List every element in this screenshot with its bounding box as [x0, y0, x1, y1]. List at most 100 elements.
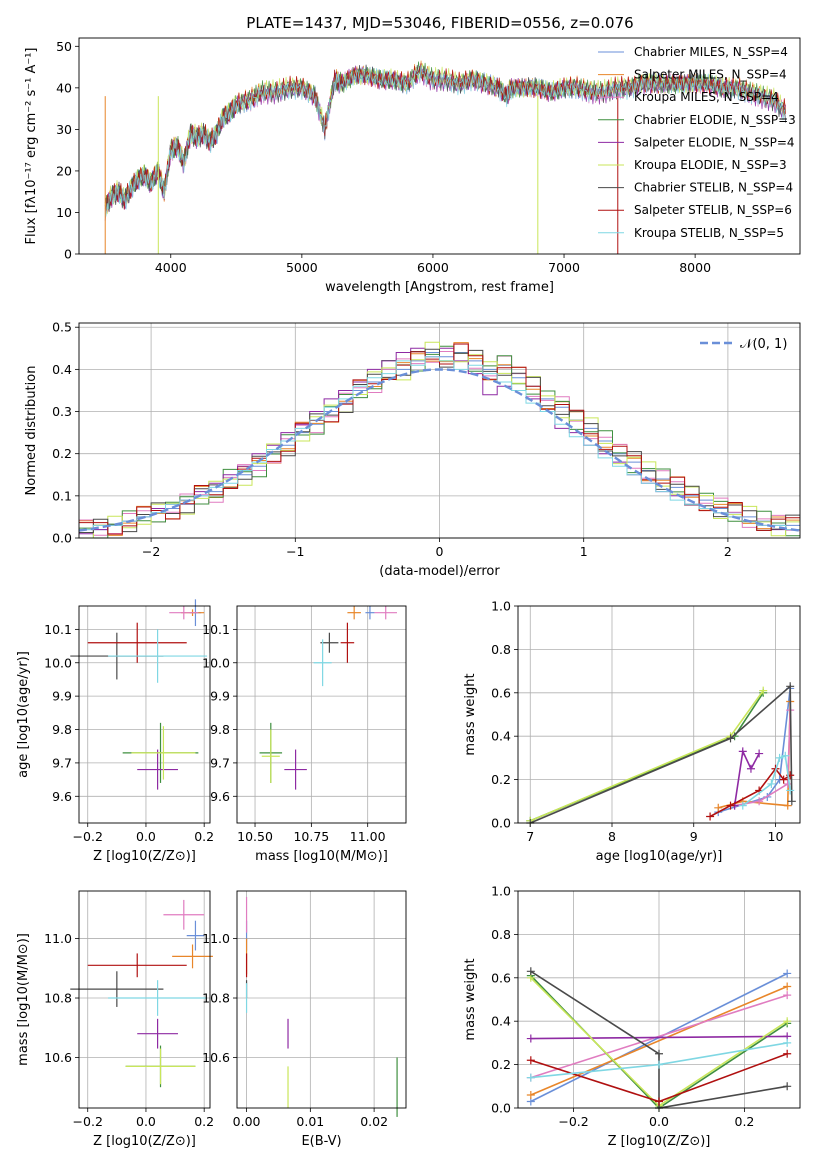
mass_vs_Z-frame — [78, 890, 211, 1109]
spectrum-legend-label: Salpeter ELODIE, N_SSP=4 — [634, 135, 795, 149]
mass_vs_ebv-x-tick-label: 0.02 — [360, 1114, 388, 1129]
age_vs_Z-x-tick-label: 0.2 — [194, 829, 214, 844]
weight_vs_age-point-marker — [726, 801, 735, 810]
weight_vs_age-point-marker — [759, 686, 768, 695]
weight_vs_age-point-marker — [781, 751, 790, 760]
mass_vs_Z-y-tick-label: 10.8 — [44, 991, 72, 1006]
weight_vs_age-plot-area — [518, 606, 800, 823]
weight_vs_Z-point-marker — [783, 1017, 792, 1026]
age_vs_mass-y-tick-label: 10.1 — [202, 622, 230, 637]
weight_vs_Z-x-tick-label: 0.2 — [735, 1114, 755, 1129]
weight_vs_Z-y-tick-label: 0.6 — [491, 970, 511, 985]
weight_vs_age-series-line — [709, 767, 791, 818]
weight_vs_Z-series-line — [530, 970, 788, 1109]
weight_vs_age-y-tick-label: 0.2 — [491, 772, 511, 787]
age_vs_mass-x-tick-label: 11.00 — [350, 829, 386, 844]
weight_vs_age-y-tick-label: 0.0 — [491, 816, 511, 831]
weight_vs_age-point-marker — [783, 779, 792, 788]
weight_vs_age-x-tick-label: 8 — [608, 829, 616, 844]
age_vs_Z-x-tick-label: 0.0 — [136, 829, 156, 844]
residuals-y-tick-label: 0.0 — [52, 531, 72, 546]
age_vs_Z-plot-area — [79, 606, 210, 823]
age_vs_mass-frame — [236, 605, 407, 824]
weight_vs_Z-point-marker — [783, 969, 792, 978]
weight_vs_age-point-marker — [706, 812, 715, 821]
weight_vs_age-y-axis-label: mass weight — [463, 673, 478, 755]
weight_vs_Z-point-marker — [783, 1049, 792, 1058]
weight_vs_Z-point-marker — [526, 1034, 535, 1043]
weight_vs_Z-series-line — [530, 985, 788, 1096]
spectrum-y-tick-label: 30 — [56, 122, 72, 137]
weight_vs_age-point-marker — [775, 753, 784, 762]
weight_vs_Z-x-axis-label: Z [log10(Z/Z⊙)] — [608, 1134, 711, 1149]
mass_vs_Z-y-tick-label: 10.6 — [44, 1050, 72, 1065]
age_vs_Z-y-tick-label: 10.1 — [44, 622, 72, 637]
weight_vs_age-x-tick-label: 10 — [768, 829, 784, 844]
weight_vs_age-point-marker — [714, 803, 723, 812]
spectrum-x-axis-label: wavelength [Angstrom, rest frame] — [325, 280, 554, 295]
weight_vs_age-series-line — [733, 748, 760, 806]
residuals-y-tick-label: 0.5 — [52, 320, 72, 335]
mass_vs_Z-plot-area — [79, 891, 210, 1108]
mass_vs_ebv-plot-area — [237, 891, 406, 1108]
weight_vs_age-x-tick-label: 9 — [690, 829, 698, 844]
weight_vs_Z-y-tick-label: 0.4 — [491, 1014, 511, 1029]
residuals-x-axis-label: (data-model)/error — [379, 564, 500, 579]
mass_vs_Z-x-tick-label: −0.2 — [73, 1114, 103, 1129]
weight_vs_Z-point-marker — [655, 1060, 663, 1069]
weight_vs_Z-point-marker — [783, 982, 792, 991]
residual-histogram-step — [79, 356, 800, 531]
mass_vs_Z-x-tick-label: 0.2 — [194, 1114, 214, 1129]
weight_vs_age-point-marker — [786, 786, 795, 795]
age_vs_Z-y-tick-label: 9.7 — [52, 755, 72, 770]
weight_vs_Z-point-marker — [526, 1056, 535, 1065]
mass_vs_ebv-frame — [236, 890, 407, 1109]
weight_vs_age-point-marker — [767, 779, 776, 788]
weight_vs_Z-y-tick-label: 1.0 — [491, 884, 511, 899]
residuals-y-tick-label: 0.4 — [52, 362, 72, 377]
weight_vs_age-y-tick-label: 0.4 — [491, 729, 511, 744]
spectrum-legend-label: Chabrier ELODIE, N_SSP=3 — [634, 113, 796, 127]
age_vs_Z-y-axis-label: age [log10(age/yr)] — [16, 651, 31, 778]
spectrum-x-tick-label: 8000 — [679, 260, 711, 275]
residuals-frame — [78, 322, 801, 539]
weight_vs_Z-frame — [517, 890, 801, 1109]
spectrum-legend-label: Kroupa STELIB, N_SSP=5 — [634, 226, 784, 240]
weight_vs_Z-series-line — [530, 994, 788, 1079]
weight_vs_age-y-tick-label: 0.8 — [491, 642, 511, 657]
mass_vs_ebv-x-tick-label: 0.01 — [296, 1114, 324, 1129]
mass_vs_ebv-x-tick-label: 0.00 — [233, 1114, 261, 1129]
spectrum-legend-label: Chabrier STELIB, N_SSP=4 — [634, 181, 793, 195]
weight_vs_age-point-marker — [786, 682, 795, 691]
spectrum-x-tick-label: 5000 — [286, 260, 318, 275]
residuals-x-tick-label: 0 — [436, 544, 444, 559]
age_vs_mass-y-tick-label: 9.9 — [210, 689, 230, 704]
weight_vs_age-frame — [517, 605, 801, 824]
mass_vs_ebv-x-axis-label: E(B-V) — [301, 1134, 341, 1149]
weight_vs_age-point-marker — [726, 734, 735, 743]
spectrum-y-tick-label: 10 — [56, 205, 72, 220]
weight_vs_age-point-marker — [746, 764, 755, 773]
residuals-x-tick-label: −1 — [286, 544, 304, 559]
weight_vs_age-x-tick-label: 7 — [526, 829, 534, 844]
weight_vs_age-point-marker — [779, 775, 788, 784]
mass_vs_Z-y-tick-label: 11.0 — [44, 931, 72, 946]
age_vs_mass-x-tick-label: 10.50 — [237, 829, 273, 844]
weight_vs_age-point-marker — [787, 797, 796, 806]
residuals-x-tick-label: 2 — [724, 544, 732, 559]
spectrum-legend-label: Kroupa MILES, N_SSP=4 — [634, 90, 779, 104]
weight_vs_age-x-axis-label: age [log10(age/yr)] — [596, 849, 723, 864]
mass_vs_ebv-y-tick-label: 11.0 — [202, 931, 230, 946]
spectrum-series-kroupa-stelib — [104, 64, 786, 217]
residuals-y-tick-label: 0.1 — [52, 488, 72, 503]
mass_vs_Z-x-axis-label: Z [log10(Z/Z⊙)] — [93, 1134, 196, 1149]
figure-title: PLATE=1437, MJD=53046, FIBERID=0556, z=0… — [246, 14, 633, 32]
residuals-x-tick-label: 1 — [580, 544, 588, 559]
spectrum-y-axis-label: Flux [fλ10⁻¹⁷ erg cm⁻² s⁻¹ A⁻¹] — [24, 48, 39, 245]
age_vs_Z-y-tick-label: 10.0 — [44, 655, 72, 670]
age_vs_mass-y-tick-label: 9.8 — [210, 722, 230, 737]
age_vs_Z-y-tick-label: 9.6 — [52, 789, 72, 804]
spectrum-x-tick-label: 6000 — [417, 260, 449, 275]
weight_vs_Z-x-tick-label: 0.0 — [649, 1114, 669, 1129]
